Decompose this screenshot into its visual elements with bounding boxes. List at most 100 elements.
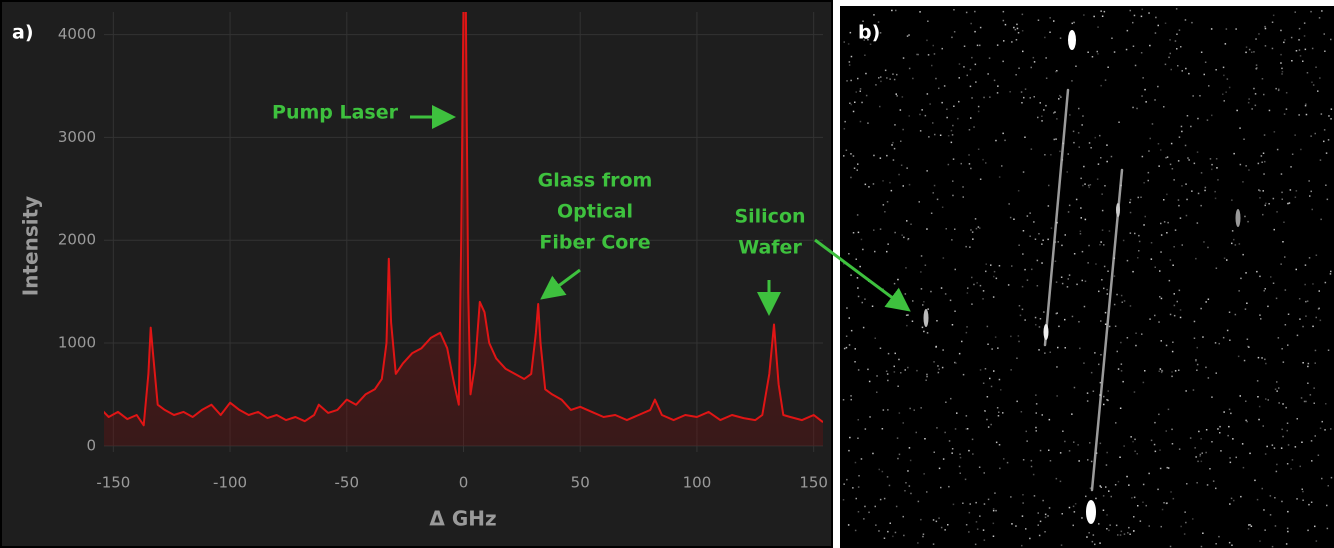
noise-dot: [989, 96, 991, 98]
noise-dot: [849, 436, 851, 439]
noise-dot: [1050, 227, 1053, 229]
noise-dot: [982, 382, 985, 384]
noise-dot: [1121, 301, 1123, 303]
noise-dot: [916, 369, 918, 372]
noise-dot: [1276, 463, 1278, 466]
noise-dot: [1120, 363, 1123, 365]
noise-dot: [1239, 163, 1242, 166]
noise-dot: [1215, 69, 1217, 71]
noise-dot: [1130, 436, 1132, 438]
noise-dot: [938, 368, 940, 370]
noise-dot: [1159, 270, 1161, 272]
noise-dot: [1241, 443, 1244, 445]
noise-dot: [948, 485, 950, 488]
noise-dot: [884, 69, 887, 72]
noise-dot: [897, 278, 899, 281]
noise-dot: [1018, 67, 1020, 69]
noise-dot: [850, 274, 852, 276]
noise-dot: [864, 183, 867, 186]
noise-dot: [1280, 173, 1283, 175]
noise-dot: [996, 92, 999, 94]
noise-dot: [1185, 521, 1187, 524]
noise-dot: [1231, 544, 1233, 546]
noise-dot: [926, 332, 929, 334]
noise-dot: [971, 97, 973, 99]
noise-dot: [902, 515, 904, 518]
noise-dot: [1272, 14, 1275, 17]
noise-dot: [1298, 298, 1301, 300]
noise-dot: [1113, 51, 1116, 53]
noise-dot: [1150, 242, 1153, 244]
noise-dot: [1189, 437, 1192, 439]
noise-dot: [1275, 470, 1278, 473]
noise-dot: [972, 238, 974, 240]
noise-dot: [1287, 444, 1290, 446]
noise-dot: [940, 526, 943, 529]
noise-dot: [906, 167, 908, 169]
noise-dot: [951, 452, 953, 454]
noise-dot: [1073, 141, 1075, 144]
noise-dot: [1243, 138, 1245, 140]
noise-dot: [1280, 263, 1282, 265]
noise-dot: [1272, 282, 1275, 284]
noise-dot: [1329, 273, 1332, 275]
noise-dot: [930, 212, 933, 214]
noise-dot: [1178, 369, 1180, 371]
noise-dot: [867, 122, 869, 124]
noise-dot: [1169, 39, 1171, 41]
noise-dot: [887, 409, 889, 411]
noise-dot: [893, 371, 896, 373]
noise-dot: [1311, 208, 1313, 211]
noise-dot: [1101, 209, 1104, 212]
noise-dot: [1145, 101, 1147, 103]
noise-dot: [1193, 162, 1196, 165]
spot: [1068, 30, 1076, 50]
noise-dot: [1101, 229, 1104, 231]
noise-dot: [1178, 29, 1181, 31]
noise-dot: [1256, 380, 1259, 382]
noise-dot: [1184, 144, 1187, 147]
noise-dot: [1068, 204, 1071, 207]
noise-dot: [969, 503, 971, 505]
noise-dot: [971, 303, 973, 305]
noise-dot: [1196, 222, 1199, 224]
noise-dot: [1266, 445, 1268, 448]
noise-dot: [1154, 266, 1156, 268]
noise-dot: [1169, 52, 1171, 55]
noise-dot: [1245, 51, 1247, 54]
noise-dot: [1257, 396, 1259, 398]
noise-dot: [1201, 452, 1203, 454]
noise-dot: [892, 535, 894, 538]
noise-dot: [1304, 104, 1307, 107]
noise-dot: [1248, 169, 1250, 171]
noise-dot: [1143, 182, 1145, 184]
noise-dot: [1281, 73, 1283, 75]
noise-dot: [843, 347, 846, 350]
noise-dot: [971, 276, 973, 279]
noise-dot: [965, 11, 968, 14]
noise-dot: [1282, 403, 1284, 405]
noise-dot: [1321, 420, 1323, 423]
noise-dot: [905, 314, 908, 316]
noise-dot: [930, 290, 932, 293]
noise-dot: [857, 369, 860, 371]
noise-dot: [971, 56, 973, 59]
noise-dot: [1165, 502, 1168, 505]
noise-dot: [1039, 318, 1042, 320]
noise-dot: [1071, 80, 1073, 82]
noise-dot: [846, 478, 848, 481]
noise-dot: [880, 80, 882, 83]
noise-dot: [875, 84, 877, 86]
noise-dot: [1153, 443, 1156, 446]
noise-dot: [1309, 394, 1312, 396]
noise-dot: [1026, 440, 1028, 442]
noise-dot: [1218, 535, 1220, 538]
panel-a: [0, 0, 833, 548]
noise-dot: [1248, 48, 1251, 51]
noise-dot: [1275, 297, 1278, 300]
noise-dot: [1099, 134, 1101, 137]
noise-dot: [1120, 341, 1122, 344]
noise-dot: [975, 81, 977, 83]
noise-dot: [857, 77, 859, 80]
noise-dot: [1267, 399, 1269, 401]
